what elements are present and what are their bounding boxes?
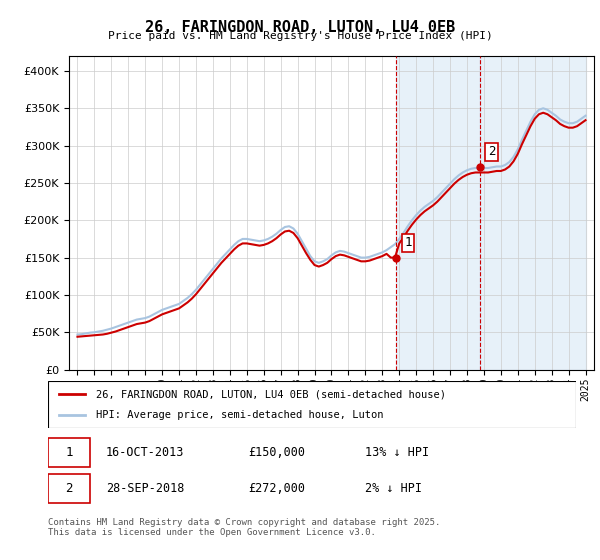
Text: 16-OCT-2013: 16-OCT-2013	[106, 446, 184, 459]
Text: £150,000: £150,000	[248, 446, 305, 459]
Text: 2: 2	[65, 482, 73, 495]
Text: 26, FARINGDON ROAD, LUTON, LU4 0EB (semi-detached house): 26, FARINGDON ROAD, LUTON, LU4 0EB (semi…	[95, 389, 446, 399]
Text: 1: 1	[65, 446, 73, 459]
Bar	[479, 56, 586, 370]
Bar	[395, 56, 479, 370]
Text: £272,000: £272,000	[248, 482, 305, 495]
Text: 13% ↓ HPI: 13% ↓ HPI	[365, 446, 429, 459]
Text: HPI: Average price, semi-detached house, Luton: HPI: Average price, semi-detached house,…	[95, 410, 383, 420]
FancyBboxPatch shape	[48, 438, 90, 466]
Text: Price paid vs. HM Land Registry's House Price Index (HPI): Price paid vs. HM Land Registry's House …	[107, 31, 493, 41]
Text: 28-SEP-2018: 28-SEP-2018	[106, 482, 184, 495]
Text: Contains HM Land Registry data © Crown copyright and database right 2025.
This d: Contains HM Land Registry data © Crown c…	[48, 518, 440, 538]
Text: 1: 1	[404, 236, 412, 249]
FancyBboxPatch shape	[48, 474, 90, 503]
FancyBboxPatch shape	[48, 381, 576, 428]
Text: 2% ↓ HPI: 2% ↓ HPI	[365, 482, 422, 495]
Text: 26, FARINGDON ROAD, LUTON, LU4 0EB: 26, FARINGDON ROAD, LUTON, LU4 0EB	[145, 20, 455, 35]
Text: 2: 2	[488, 145, 496, 158]
